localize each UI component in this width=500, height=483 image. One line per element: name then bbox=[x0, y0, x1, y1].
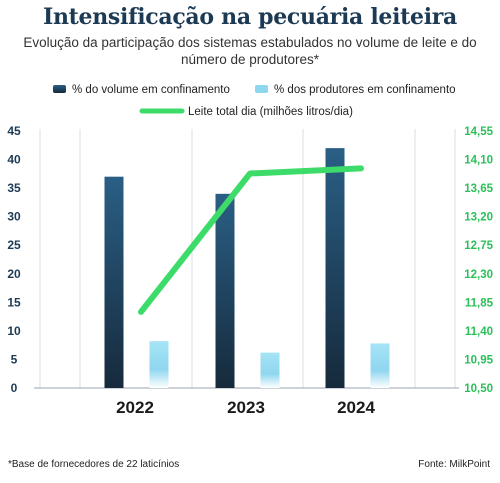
left-axis-tick-label: 15 bbox=[7, 295, 21, 309]
left-axis: 0 5 10 15 20 25 30 35 40 45 bbox=[7, 124, 21, 395]
left-axis-tick-label: 45 bbox=[7, 124, 21, 138]
left-axis-tick-label: 35 bbox=[7, 181, 21, 195]
right-axis-tick-label: 13,20 bbox=[464, 212, 493, 224]
left-axis-tick-label: 40 bbox=[7, 153, 21, 167]
right-axis-tick-label: 11,40 bbox=[465, 326, 493, 338]
right-axis-tick-label: 10,50 bbox=[464, 383, 493, 395]
left-axis-tick-label: 30 bbox=[7, 210, 21, 224]
line-layer bbox=[138, 165, 364, 315]
chart-title: Intensificação na pecuária leiteira bbox=[42, 4, 457, 30]
left-axis-tick-label: 5 bbox=[11, 352, 18, 366]
bar-producers-2024 bbox=[370, 343, 390, 388]
left-axis-tick-label: 0 bbox=[11, 381, 18, 395]
grid bbox=[34, 129, 459, 389]
right-axis-tick-label: 10,95 bbox=[464, 354, 493, 366]
left-axis-tick-label: 20 bbox=[7, 267, 21, 281]
bar-producers-2023 bbox=[260, 352, 280, 388]
x-axis-category-label: 2022 bbox=[116, 398, 154, 417]
chart-subtitle: Evolução da participação dos sistemas es… bbox=[23, 35, 477, 67]
bar-volume-2024 bbox=[325, 148, 345, 388]
bar-producers-2022 bbox=[149, 341, 169, 388]
footnote: *Base de fornecedores de 22 laticínios bbox=[8, 459, 180, 470]
right-axis-tick-label: 12,75 bbox=[464, 240, 493, 252]
bar-volume-2022 bbox=[104, 176, 124, 388]
right-axis-tick-label: 11,85 bbox=[465, 297, 494, 309]
series-line-leite-total bbox=[138, 165, 364, 315]
x-axis: 2022 2023 2024 bbox=[116, 398, 375, 417]
right-axis-tick-label: 14,10 bbox=[464, 155, 493, 167]
left-axis-tick-label: 10 bbox=[7, 324, 21, 338]
bars bbox=[104, 148, 390, 388]
legend-label-volume: % do volume em confinamento bbox=[72, 84, 230, 96]
right-axis: 10,50 10,95 11,40 11,85 12,30 12,75 13,20 13,65… bbox=[464, 126, 493, 395]
source-credit: Fonte: MilkPoint bbox=[418, 459, 490, 470]
legend: % do volume em confinamento % dos produt… bbox=[53, 84, 456, 118]
legend-swatch-producers bbox=[255, 85, 268, 93]
legend-label-producers: % dos produtores em confinamento bbox=[274, 84, 456, 96]
legend-swatch-volume bbox=[53, 85, 66, 93]
x-axis-category-label: 2024 bbox=[337, 398, 375, 417]
right-axis-tick-label: 14,55 bbox=[464, 126, 493, 138]
x-axis-category-label: 2023 bbox=[227, 398, 265, 417]
right-axis-tick-label: 12,30 bbox=[464, 269, 493, 281]
bar-volume-2023 bbox=[215, 193, 235, 388]
left-axis-tick-label: 25 bbox=[7, 238, 21, 252]
right-axis-tick-label: 13,65 bbox=[464, 183, 493, 195]
legend-label-line: Leite total dia (milhões litros/dia) bbox=[188, 106, 353, 118]
